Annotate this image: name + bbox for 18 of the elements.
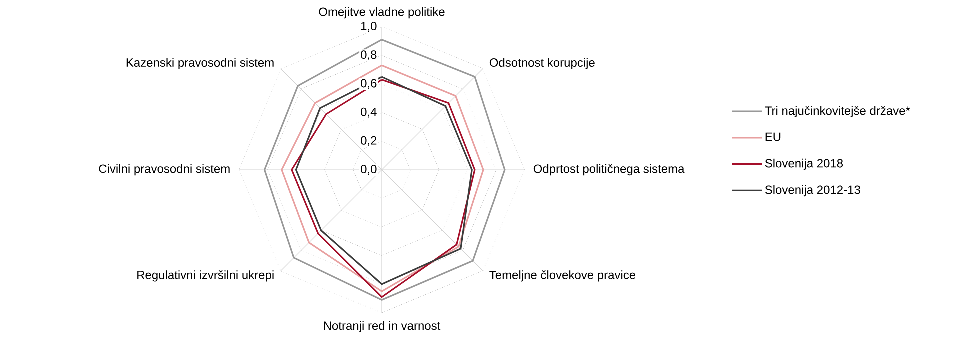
legend-label: Slovenija 2012-13 bbox=[765, 185, 860, 197]
y-tick-label: 1,0 bbox=[361, 22, 377, 32]
y-tick-label: 0,2 bbox=[361, 136, 377, 146]
legend-label: Tri najučinkovitejše države* bbox=[765, 106, 910, 118]
spoke-label: Civilni pravosodni sistem bbox=[99, 164, 230, 176]
spoke-label: Omejitve vladne politike bbox=[319, 7, 445, 19]
spoke-label: Kazenski pravosodni sistem bbox=[126, 58, 274, 70]
spoke-label: Regulativni izvršilni ukrepi bbox=[138, 270, 274, 282]
spoke-label: Temeljne človekove pravice bbox=[490, 270, 636, 282]
spoke-label: Notranji red in varnost bbox=[324, 321, 441, 333]
y-tick-label: 0,0 bbox=[361, 165, 377, 175]
legend-label: EU bbox=[766, 132, 781, 142]
legend-label: Slovenija 2018 bbox=[765, 158, 844, 170]
y-tick-label: 0,6 bbox=[361, 79, 377, 90]
y-tick-label: 0,8 bbox=[361, 50, 377, 61]
y-tick-label: 0,4 bbox=[361, 108, 377, 118]
spoke-label: Odprtost političnega sistema bbox=[534, 164, 685, 176]
spoke-label: Odsotnost korupcije bbox=[490, 58, 595, 70]
